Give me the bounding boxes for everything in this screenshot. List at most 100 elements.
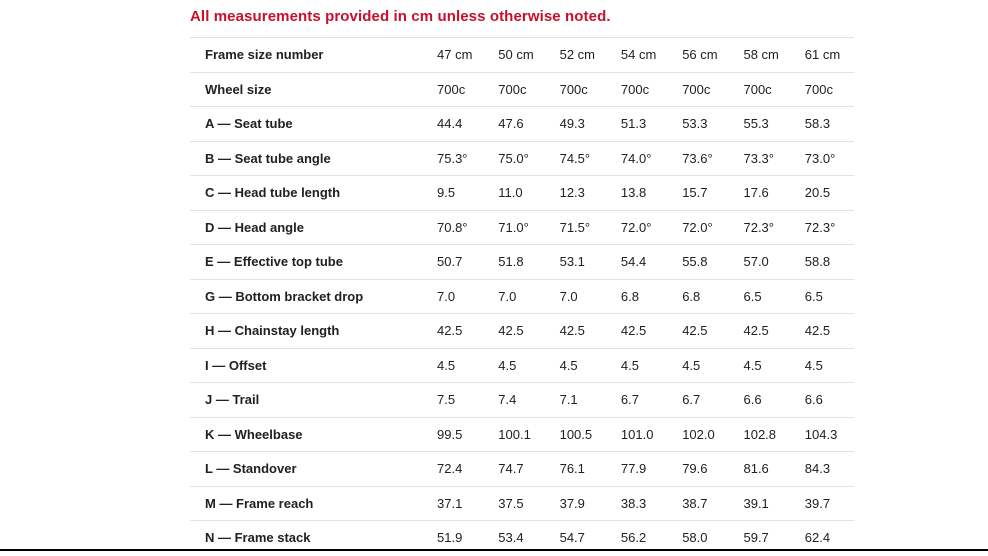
- cell-value: 47 cm: [437, 47, 473, 63]
- cell-value: 102.8: [743, 426, 777, 442]
- cell-value: 39.1: [743, 495, 769, 511]
- cell-value: 11.0: [498, 185, 523, 201]
- cell-value: 38.7: [682, 495, 708, 511]
- cell-value: 37.1: [437, 495, 463, 511]
- cell-value: 700c: [437, 81, 466, 97]
- cell-value: 4.5: [559, 357, 578, 373]
- cell-value: 6.5: [804, 288, 823, 304]
- cell-value: 4.5: [743, 357, 762, 373]
- cell-value: 7.0: [498, 288, 517, 304]
- cell-value: 13.8: [620, 185, 647, 201]
- cell-value: 75.0°: [498, 150, 529, 166]
- cell-value: 74.0°: [620, 150, 652, 166]
- table-row: N — Frame stack 51.9 53.4 54.7 56.2 58.0 59.7 6…: [190, 520, 854, 555]
- row-label: M — Frame reach: [205, 495, 314, 511]
- cell-value: 4.5: [437, 357, 456, 373]
- row-label: I — Offset: [205, 357, 267, 373]
- table-row: K — Wheelbase 99.5 100.1 100.5 101.0 102.0 102…: [190, 416, 854, 452]
- cell-value: 53.1: [559, 254, 585, 270]
- cell-value: 53.3: [682, 116, 708, 132]
- row-label: B — Seat tube angle: [205, 150, 331, 166]
- cell-value: 50 cm: [498, 47, 534, 63]
- table-row: I — Offset 4.5 4.5 4.5 4.5 4.5 4.5 4.5: [190, 347, 854, 383]
- cell-value: 7.0: [437, 288, 456, 304]
- cell-value: 17.6: [743, 185, 769, 201]
- cell-value: 51.8: [498, 254, 524, 270]
- cell-value: 49.3: [559, 116, 585, 132]
- measurement-note: All measurements provided in cm unless o…: [190, 8, 611, 25]
- cell-value: 6.6: [804, 392, 823, 408]
- cell-value: 12.3: [559, 185, 585, 201]
- cell-value: 57.0: [743, 254, 769, 270]
- cell-value: 56 cm: [682, 47, 718, 63]
- cell-value: 101.0: [620, 426, 654, 442]
- cell-value: 7.0: [559, 288, 578, 304]
- cell-value: 74.7: [498, 461, 524, 477]
- row-label: J — Trail: [205, 392, 260, 408]
- cell-value: 55.8: [682, 254, 708, 270]
- cell-value: 700c: [498, 81, 527, 97]
- cell-value: 59.7: [743, 530, 769, 546]
- cell-value: 51.9: [437, 530, 463, 546]
- cell-value: 50.7: [437, 254, 463, 270]
- cell-value: 100.1: [498, 426, 531, 442]
- cell-value: 6.8: [682, 288, 701, 304]
- cell-value: 71.5°: [559, 219, 591, 235]
- cell-value: 58.3: [804, 116, 831, 132]
- table-row: E — Effective top tube 50.7 51.8 53.1 54.4 55…: [190, 244, 854, 279]
- cell-value: 53.4: [498, 530, 524, 546]
- cell-value: 61 cm: [804, 47, 841, 63]
- window-bottom-edge: [0, 549, 988, 551]
- cell-value: 7.5: [437, 392, 456, 408]
- cell-value: 72.0°: [620, 219, 652, 235]
- cell-value: 72.3°: [743, 219, 774, 235]
- cell-value: 55.3: [743, 116, 769, 132]
- cell-value: 76.1: [559, 461, 585, 477]
- cell-value: 42.5: [559, 323, 585, 339]
- cell-value: 77.9: [620, 461, 647, 477]
- cell-value: 54 cm: [620, 47, 657, 63]
- cell-value: 20.5: [804, 185, 831, 201]
- row-label: E — Effective top tube: [205, 254, 343, 270]
- cell-value: 58.8: [804, 254, 831, 270]
- cell-value: 47.6: [498, 116, 524, 132]
- cell-value: 6.8: [620, 288, 639, 304]
- row-label: Wheel size: [205, 81, 272, 97]
- table-row: C — Head tube length 9.5 11.0 12.3 13.8 15.7 1…: [190, 175, 854, 210]
- table-row: A — Seat tube 44.4 47.6 49.3 51.3 53.3 55.3 58.…: [190, 106, 854, 141]
- table-row: Frame size number 47 cm 50 cm 52 cm 54 cm 56 …: [190, 37, 854, 72]
- cell-value: 79.6: [682, 461, 708, 477]
- cell-value: 100.5: [559, 426, 593, 442]
- geometry-table: Frame size number 47 cm 50 cm 52 cm 54 cm 56 …: [190, 37, 854, 555]
- cell-value: 102.0: [682, 426, 715, 442]
- cell-value: 62.4: [804, 530, 831, 546]
- cell-value: 72.4: [437, 461, 463, 477]
- cell-value: 54.7: [559, 530, 585, 546]
- cell-value: 84.3: [804, 461, 831, 477]
- row-label: K — Wheelbase: [205, 426, 303, 442]
- cell-value: 4.5: [804, 357, 823, 373]
- cell-value: 37.5: [498, 495, 524, 511]
- table-row: H — Chainstay length 42.5 42.5 42.5 42.5 42.5…: [190, 313, 854, 348]
- cell-value: 4.5: [620, 357, 639, 373]
- cell-value: 4.5: [682, 357, 701, 373]
- cell-value: 700c: [620, 81, 650, 97]
- cell-value: 4.5: [498, 357, 517, 373]
- cell-value: 99.5: [437, 426, 463, 442]
- cell-value: 6.7: [682, 392, 701, 408]
- cell-value: 42.5: [620, 323, 647, 339]
- cell-value: 56.2: [620, 530, 647, 546]
- cell-value: 104.3: [804, 426, 838, 442]
- cell-value: 700c: [682, 81, 711, 97]
- table-row: L — Standover 72.4 74.7 76.1 77.9 79.6 81.6 84.…: [190, 451, 854, 486]
- cell-value: 42.5: [437, 323, 463, 339]
- cell-value: 6.6: [743, 392, 762, 408]
- row-label: L — Standover: [205, 461, 297, 477]
- cell-value: 6.7: [620, 392, 639, 408]
- cell-value: 73.3°: [743, 150, 774, 166]
- cell-value: 700c: [559, 81, 588, 97]
- cell-value: 42.5: [804, 323, 831, 339]
- cell-value: 39.7: [804, 495, 831, 511]
- cell-value: 72.3°: [804, 219, 836, 235]
